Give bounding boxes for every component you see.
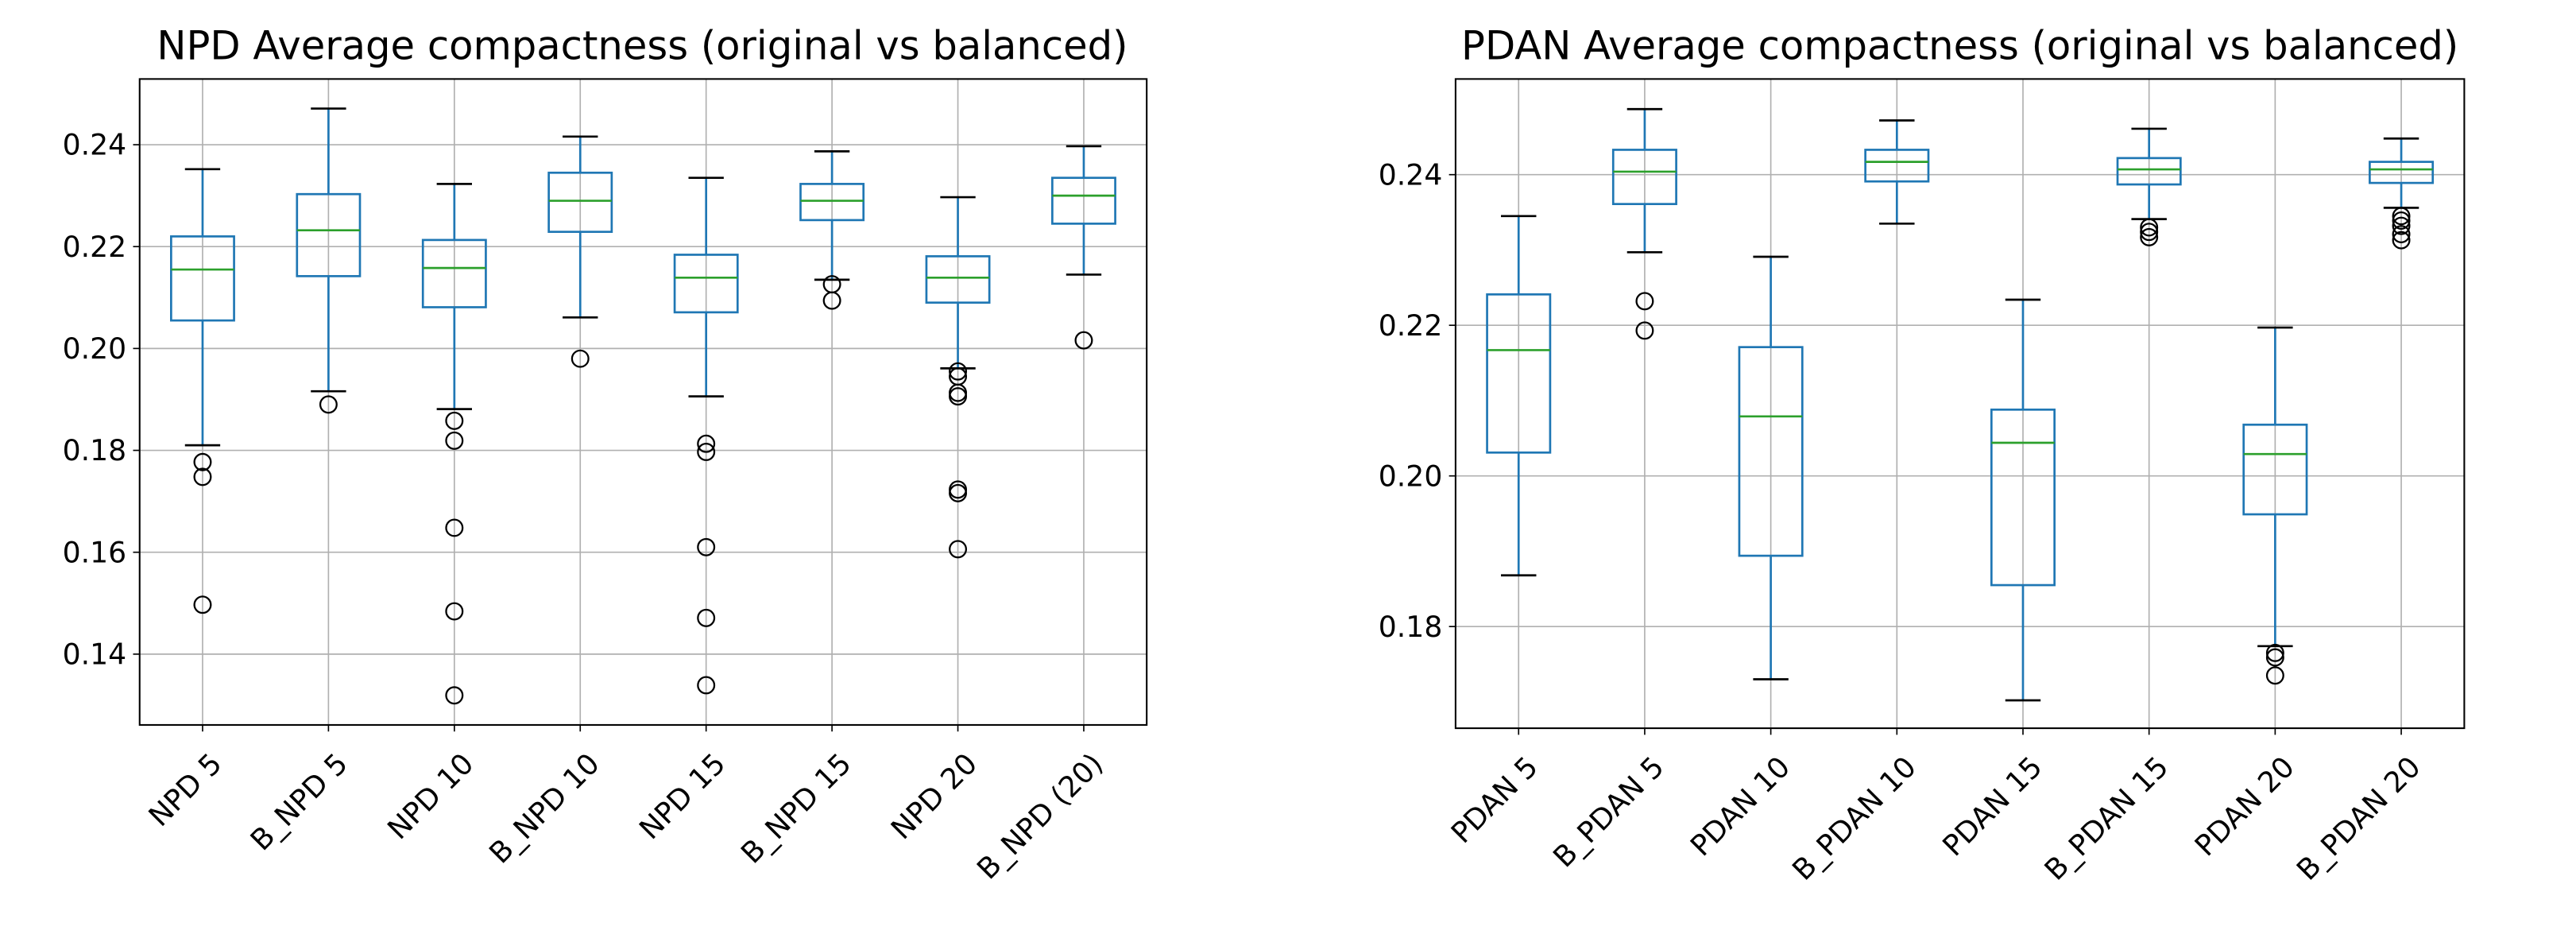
outlier	[1635, 292, 1654, 311]
x-tick-label: B_NPD (20)	[970, 746, 1110, 886]
box	[2242, 423, 2308, 516]
box	[547, 171, 613, 233]
plot: PDAN 5 B_PDAN 5 PDAN 10B_PDAN 10 PDAN 15B_P…	[1379, 78, 2466, 887]
outlier	[193, 467, 212, 487]
outlier	[822, 291, 841, 310]
y-tick-label: 0.20	[1379, 459, 1443, 493]
x-tick-label: PDAN 10	[1684, 750, 1797, 863]
x-tick-label: NPD 20	[884, 746, 984, 846]
outlier	[949, 540, 968, 559]
y-tick-label: 0.22	[63, 230, 127, 264]
outlier	[193, 595, 212, 614]
x-tick-label: B_PDAN 10	[1785, 750, 1923, 887]
outlier	[1074, 331, 1093, 350]
outlier	[2265, 666, 2284, 685]
x-tick-label: B_PDAN 15	[2038, 750, 2176, 887]
outlier	[2140, 218, 2159, 237]
outlier	[193, 452, 212, 471]
chart-title: PDAN Average compactness (original vs ba…	[1461, 23, 2458, 69]
y-tick-label: 0.14	[63, 638, 127, 672]
outlier	[949, 362, 968, 381]
outlier	[445, 602, 464, 621]
plot: NPD 5 B_NPD 5 NPD 10 B_NPD 10 NPD 15 B_NPD 15…	[63, 78, 1148, 886]
x-tick-label: PDAN 5	[1445, 750, 1545, 850]
y-tick-label: 0.20	[63, 331, 127, 366]
y-tick-label: 0.24	[63, 128, 127, 162]
outlier	[2392, 225, 2411, 244]
box	[2369, 161, 2435, 184]
outlier	[697, 434, 716, 453]
x-tick-label: B_PDAN 20	[2290, 750, 2427, 887]
outlier	[2140, 227, 2159, 246]
box	[1051, 176, 1116, 225]
outlier	[445, 411, 464, 430]
y-tick-label: 0.22	[1379, 308, 1443, 343]
box	[1486, 293, 1552, 454]
outlier	[319, 395, 338, 414]
x-tick-label: B_NPD 15	[734, 746, 858, 870]
x-tick-label: NPD 5	[141, 746, 228, 833]
outlier	[2392, 231, 2411, 250]
plot-frame	[138, 78, 1148, 726]
outlier	[697, 442, 716, 461]
box	[421, 238, 487, 308]
outlier	[949, 387, 968, 406]
outlier	[2265, 643, 2284, 662]
box	[799, 183, 865, 222]
box	[1738, 346, 1804, 557]
outlier	[2265, 648, 2284, 667]
x-tick-label: B_PDAN 5	[1546, 750, 1670, 874]
box	[925, 255, 991, 304]
box	[673, 254, 739, 314]
outlier	[1635, 321, 1654, 340]
box	[2116, 157, 2182, 186]
box	[296, 192, 362, 277]
outlier	[949, 483, 968, 502]
outlier	[445, 431, 464, 450]
outlier	[2392, 207, 2411, 226]
outlier	[571, 349, 590, 368]
outlier	[697, 608, 716, 627]
x-tick-label: PDAN 20	[2188, 750, 2301, 863]
x-tick-label: NPD 10	[381, 746, 480, 846]
outlier	[445, 518, 464, 537]
chart-title: NPD Average compactness (original vs bal…	[157, 23, 1127, 69]
x-tick-label: B_NPD 10	[482, 746, 606, 870]
plot-frame	[1454, 78, 2466, 730]
y-tick-label: 0.18	[1379, 610, 1443, 644]
outlier	[445, 686, 464, 705]
outlier	[2392, 211, 2411, 230]
outlier	[2140, 223, 2159, 242]
box	[1990, 408, 2056, 587]
x-tick-label: PDAN 15	[1936, 750, 2048, 863]
box	[1611, 149, 1677, 205]
box	[170, 235, 235, 322]
box	[1864, 149, 1930, 183]
outlier	[697, 676, 716, 695]
y-tick-label: 0.18	[63, 433, 127, 467]
y-tick-label: 0.16	[63, 535, 127, 569]
x-tick-label: NPD 15	[632, 746, 732, 846]
outlier	[697, 537, 716, 556]
x-tick-label: B_NPD 5	[244, 746, 354, 857]
y-tick-label: 0.24	[1379, 157, 1443, 192]
outlier	[2392, 216, 2411, 235]
